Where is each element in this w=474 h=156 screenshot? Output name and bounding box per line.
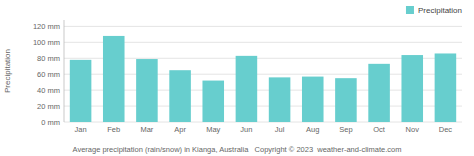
legend: Precipitation xyxy=(406,6,462,15)
bar xyxy=(236,56,258,122)
y-tick-label: 120 mm xyxy=(33,22,60,31)
bar xyxy=(103,36,125,122)
y-tick-label: 20 mm xyxy=(37,102,60,111)
x-tick-label: Feb xyxy=(107,125,120,134)
bars xyxy=(70,36,456,122)
x-tick-label: Sep xyxy=(339,125,352,134)
x-tick-label: Dec xyxy=(439,125,453,134)
x-tick-label: Apr xyxy=(174,125,186,134)
bar xyxy=(136,59,158,122)
y-tick-label: 80 mm xyxy=(37,54,60,63)
x-tick-label: Nov xyxy=(406,125,420,134)
bar xyxy=(70,60,92,122)
legend-label: Precipitation xyxy=(418,6,462,15)
bar xyxy=(435,53,457,122)
bar xyxy=(401,55,423,122)
y-axis-line xyxy=(64,20,65,122)
y-tick-label: 60 mm xyxy=(37,70,60,79)
x-tick-label: Mar xyxy=(140,125,153,134)
grid xyxy=(64,26,462,122)
y-tick-label: 40 mm xyxy=(37,86,60,95)
legend-swatch xyxy=(406,6,414,14)
bar xyxy=(169,70,191,122)
bar xyxy=(335,78,357,122)
x-tick-label: Aug xyxy=(306,125,319,134)
y-tick-label: 0 mm xyxy=(41,118,60,127)
x-tick-label: Jan xyxy=(75,125,87,134)
bar xyxy=(302,77,324,122)
x-tick-label: Oct xyxy=(373,125,386,134)
chart: 0 mm 20 mm 40 mm 60 mm 80 mm 100 mm 120 mm Prec… xyxy=(0,0,474,156)
x-tick-label: Jul xyxy=(275,125,285,134)
bar xyxy=(269,77,291,122)
bar xyxy=(368,64,390,122)
y-axis-label: Precipitation xyxy=(3,49,12,93)
x-tick-label: May xyxy=(206,125,220,134)
x-tick-label: Jun xyxy=(240,125,252,134)
y-tick-label: 100 mm xyxy=(33,38,60,47)
footer-text: Average precipitation (rain/snow) in Kia… xyxy=(73,145,402,154)
bar xyxy=(202,81,224,122)
grid-line xyxy=(64,26,462,27)
